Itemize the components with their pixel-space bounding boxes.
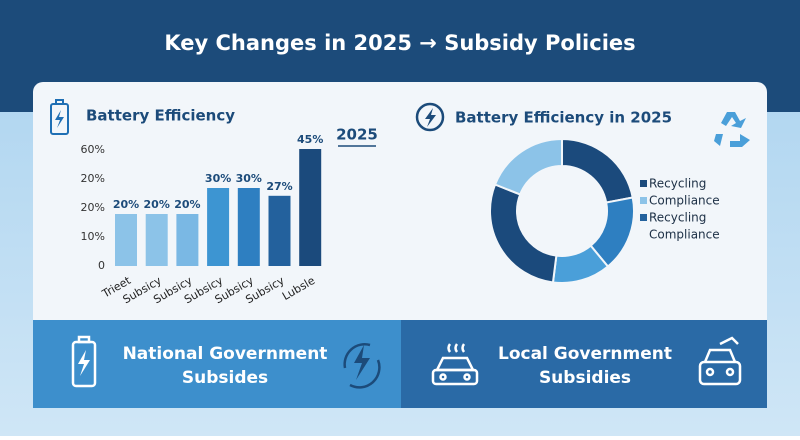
chart-title: Battery Efficiency in 2025 bbox=[455, 109, 672, 127]
annotation: 2025 bbox=[336, 126, 378, 144]
battery-icon bbox=[71, 335, 97, 388]
bolt-icon bbox=[415, 102, 445, 132]
value-label: 20% bbox=[144, 198, 170, 211]
y-tick-label: 20% bbox=[81, 172, 105, 185]
legend-swatch bbox=[640, 180, 647, 187]
legend-label: Compliance bbox=[649, 228, 720, 242]
bar bbox=[115, 214, 137, 266]
y-tick-label: 10% bbox=[81, 230, 105, 243]
y-tick-label: 20% bbox=[81, 201, 105, 214]
bar bbox=[237, 188, 260, 266]
legend-label: Compliance bbox=[649, 194, 720, 208]
y-tick-label: 60% bbox=[81, 143, 105, 156]
energy-icon bbox=[343, 343, 381, 389]
legend-label: Recycling bbox=[649, 177, 706, 191]
banner-label: National Government Subsides bbox=[123, 344, 328, 388]
legend-label: Recycling bbox=[649, 211, 706, 225]
bar bbox=[207, 188, 230, 266]
battery-icon bbox=[50, 99, 69, 135]
y-tick-label: 0 bbox=[98, 259, 105, 272]
legend-swatch bbox=[640, 214, 647, 221]
bar bbox=[268, 195, 291, 266]
chart-title: Battery Efficiency bbox=[86, 107, 235, 125]
banner bbox=[401, 320, 767, 408]
recycle-icon bbox=[714, 112, 750, 147]
donut-segment bbox=[493, 137, 563, 196]
bar bbox=[145, 214, 168, 266]
value-label: 27% bbox=[266, 180, 292, 193]
banner-label: Local Government Subsidies bbox=[498, 344, 672, 388]
vehicle-icon bbox=[698, 336, 742, 386]
bar bbox=[176, 214, 199, 266]
page-title: Key Changes in 2025 → Subsidy Policies bbox=[164, 31, 635, 55]
value-label: 30% bbox=[236, 172, 262, 185]
car-icon bbox=[431, 343, 479, 386]
legend-swatch bbox=[640, 197, 647, 204]
value-label: 20% bbox=[113, 198, 139, 211]
value-label: 20% bbox=[174, 198, 200, 211]
value-label: 30% bbox=[205, 172, 231, 185]
bar bbox=[299, 149, 322, 266]
value-label: 45% bbox=[297, 133, 323, 146]
